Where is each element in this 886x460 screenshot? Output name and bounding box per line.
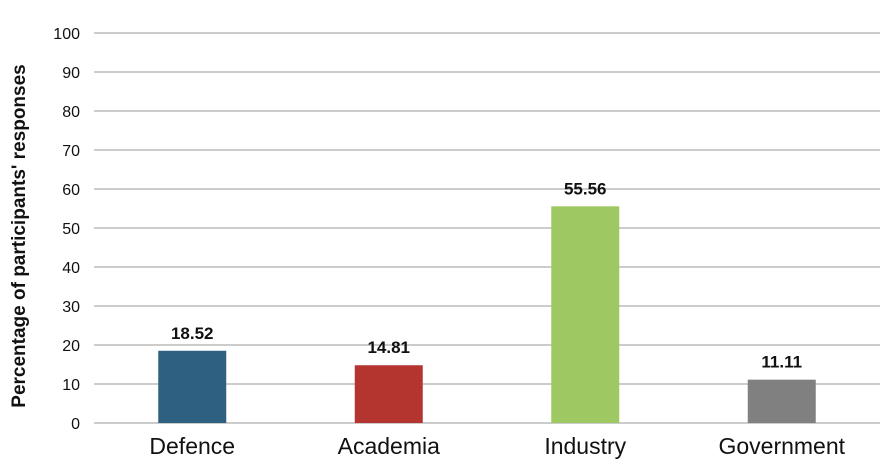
y-tick-label: 30 [62,299,80,316]
category-label: Government [718,433,845,459]
bars [158,206,816,423]
x-axis-categories: Defence Academia Industry Government [149,433,845,459]
bar-value-label: 14.81 [367,338,410,357]
y-tick-label: 100 [53,26,80,43]
y-axis-ticks: 0 10 20 30 40 50 60 70 80 90 100 [53,26,80,433]
y-tick-label: 70 [62,143,80,160]
category-label: Academia [338,433,440,459]
bar-value-label: 11.11 [761,353,802,372]
y-tick-label: 40 [62,260,80,277]
data-labels: 18.52 14.81 55.56 11.11 [171,179,802,371]
y-tick-label: 60 [62,182,80,199]
bar [747,379,816,423]
bar [551,206,620,423]
y-tick-label: 50 [62,221,80,238]
y-tick-label: 90 [62,65,80,82]
y-tick-label: 0 [71,416,80,433]
y-axis-label: Percentage of participants' responses [9,64,30,407]
bar-value-label: 55.56 [564,179,607,198]
category-label: Defence [149,433,235,459]
category-label: Industry [544,433,626,459]
bar [158,350,227,423]
y-tick-label: 10 [62,377,80,394]
y-tick-label: 20 [62,338,80,355]
bar [354,365,423,423]
y-tick-label: 80 [62,104,80,121]
bar-value-label: 18.52 [171,324,214,343]
